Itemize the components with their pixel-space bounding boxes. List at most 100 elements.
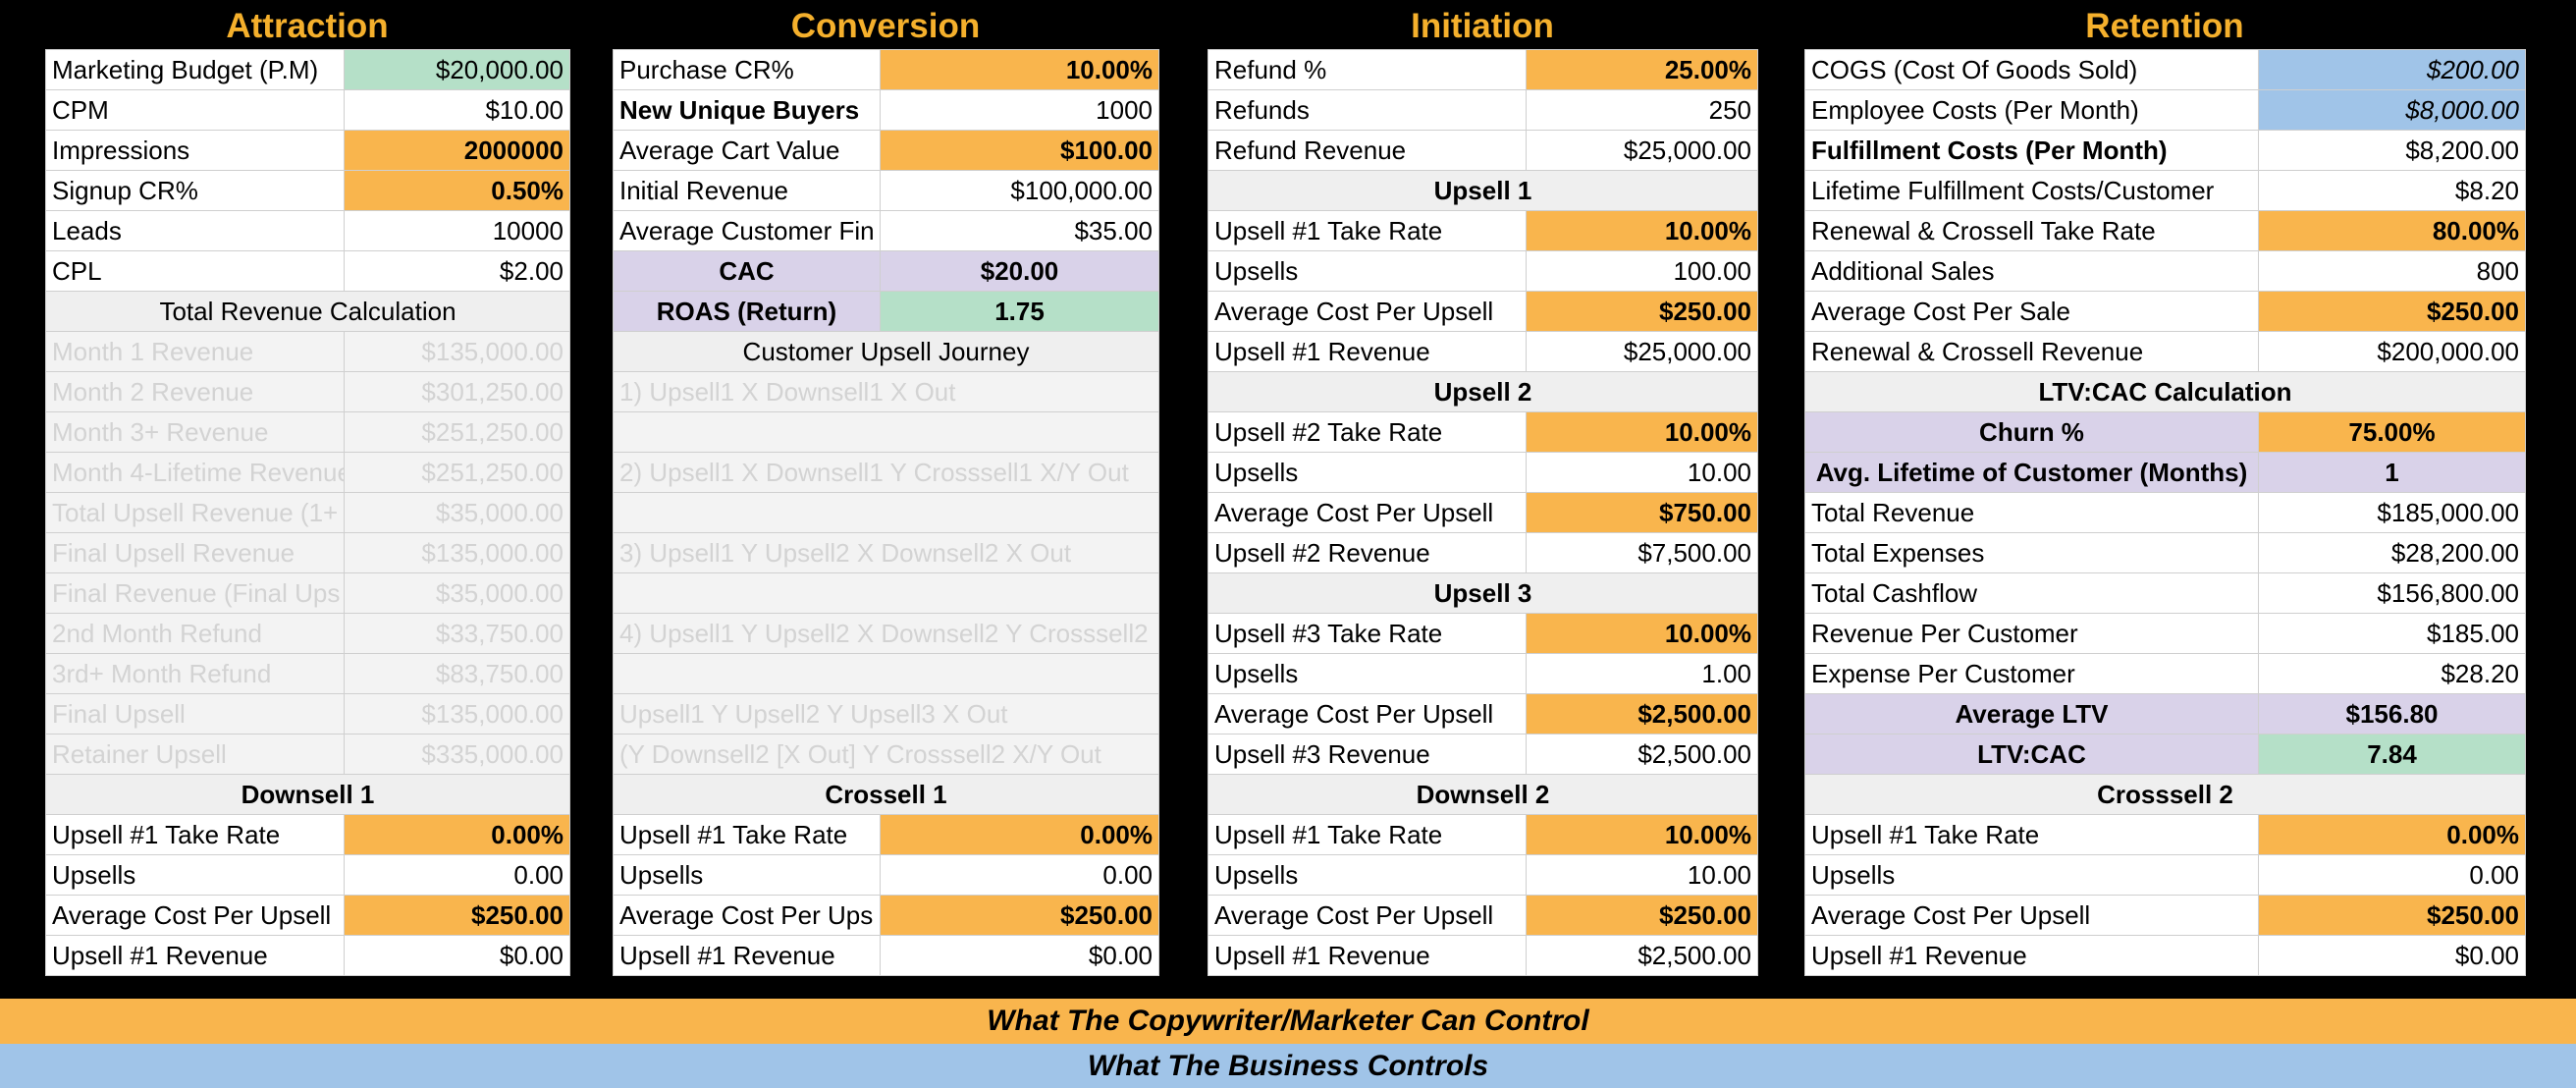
cell-value[interactable]: 10.00 bbox=[1526, 452, 1758, 493]
renewal-take-cell[interactable]: 80.00% bbox=[2258, 210, 2526, 251]
cell-label[interactable]: Average Cost Per Upsell bbox=[1804, 895, 2259, 936]
total-expenses-cell[interactable]: $28,200.00 bbox=[2258, 532, 2526, 573]
cell-label[interactable]: Month 4-Lifetime Revenue bbox=[45, 452, 345, 493]
cell-value[interactable]: $2,500.00 bbox=[1526, 734, 1758, 775]
cell-label[interactable]: Upsell #3 Take Rate bbox=[1208, 613, 1527, 654]
cell-value[interactable]: $250.00 bbox=[1526, 291, 1758, 332]
cell-value[interactable]: $301,250.00 bbox=[344, 371, 570, 412]
cell-label[interactable]: Average Cost Per Upsell bbox=[1208, 291, 1527, 332]
downsell1-header[interactable]: Downsell 1 bbox=[45, 774, 570, 815]
total-revenue-cell[interactable]: $185,000.00 bbox=[2258, 492, 2526, 533]
cell-label[interactable]: Leads bbox=[45, 210, 345, 251]
avg-ltv-cell[interactable]: $156.80 bbox=[2258, 693, 2526, 734]
cell-value[interactable]: 0.00% bbox=[2258, 814, 2526, 855]
cpl-cell[interactable]: $2.00 bbox=[344, 250, 570, 292]
purchase-cr-cell[interactable]: 10.00% bbox=[880, 49, 1159, 90]
cell-label[interactable]: CPL bbox=[45, 250, 345, 292]
cell-value[interactable]: $750.00 bbox=[1526, 492, 1758, 533]
cell-label[interactable]: Initial Revenue bbox=[613, 170, 881, 211]
cell-label[interactable]: Month 3+ Revenue bbox=[45, 411, 345, 453]
cell-label[interactable]: Final Revenue (Final Ups bbox=[45, 572, 345, 614]
upsell2-header[interactable]: Upsell 2 bbox=[1208, 371, 1758, 412]
signup-cr-cell[interactable]: 0.50% bbox=[344, 170, 570, 211]
cell-value[interactable]: $135,000.00 bbox=[344, 331, 570, 372]
cell-value[interactable]: $0.00 bbox=[2258, 935, 2526, 976]
cell-value[interactable]: 0.00 bbox=[2258, 854, 2526, 896]
cell-label[interactable]: Signup CR% bbox=[45, 170, 345, 211]
cell-label[interactable]: COGS (Cost Of Goods Sold) bbox=[1804, 49, 2259, 90]
crossell1-header[interactable]: Crossell 1 bbox=[613, 773, 1159, 815]
cell-label[interactable]: Upsells bbox=[1208, 452, 1527, 493]
cell-value[interactable]: $251,250.00 bbox=[344, 452, 570, 493]
journey-row[interactable] bbox=[613, 411, 1159, 453]
cell-label[interactable]: Retainer Upsell bbox=[45, 734, 345, 775]
cell-value[interactable]: $2,500.00 bbox=[1526, 693, 1758, 734]
cell-value[interactable]: 0.00% bbox=[344, 814, 570, 855]
cell-label[interactable]: Upsells bbox=[1208, 653, 1527, 694]
cell-label[interactable]: Total Cashflow bbox=[1804, 572, 2259, 614]
avg-customer-fin-cell[interactable]: $35.00 bbox=[880, 210, 1159, 251]
customer-journey-header[interactable]: Customer Upsell Journey bbox=[613, 331, 1159, 372]
cell-value[interactable]: 1.00 bbox=[1526, 653, 1758, 694]
cell-value[interactable]: $35,000.00 bbox=[344, 572, 570, 614]
cell-label[interactable]: Average Customer Fin bbox=[613, 210, 881, 251]
cell-label[interactable]: Upsells bbox=[613, 853, 881, 896]
cell-value[interactable]: 10.00% bbox=[1526, 210, 1758, 251]
journey-row[interactable] bbox=[613, 491, 1159, 533]
crosssell2-header[interactable]: Crosssell 2 bbox=[1804, 774, 2526, 815]
cell-label[interactable]: Upsells bbox=[1208, 854, 1527, 896]
legend-marketer-controls[interactable]: What The Copywriter/Marketer Can Control bbox=[0, 999, 2576, 1044]
cell-label[interactable]: Upsells bbox=[1208, 250, 1527, 292]
cell-value[interactable]: 10.00 bbox=[1526, 854, 1758, 896]
avg-lifetime-label[interactable]: Avg. Lifetime of Customer (Months) bbox=[1804, 452, 2259, 493]
cell-label[interactable]: Upsell #2 Revenue bbox=[1208, 532, 1527, 573]
cell-label[interactable]: Total Expenses bbox=[1804, 532, 2259, 573]
cell-label[interactable]: Upsell #1 Take Rate bbox=[1208, 210, 1527, 251]
cell-label[interactable]: Average Cost Per Sale bbox=[1804, 291, 2259, 332]
cell-label[interactable]: Upsell #3 Revenue bbox=[1208, 734, 1527, 775]
journey-row[interactable]: 1) Upsell1 X Downsell1 X Out bbox=[613, 371, 1159, 412]
cell-label[interactable]: Refund % bbox=[1208, 49, 1527, 90]
journey-row[interactable]: 3) Upsell1 Y Upsell2 X Downsell2 X Out bbox=[613, 531, 1159, 573]
journey-row[interactable]: Upsell1 Y Upsell2 Y Upsell3 X Out bbox=[613, 692, 1159, 734]
initial-revenue-cell[interactable]: $100,000.00 bbox=[880, 170, 1159, 211]
cell-label[interactable]: Upsell #2 Take Rate bbox=[1208, 411, 1527, 453]
cell-label[interactable]: Refund Revenue bbox=[1208, 130, 1527, 171]
cell-label[interactable]: Impressions bbox=[45, 130, 345, 171]
avg-ltv-label[interactable]: Average LTV bbox=[1804, 693, 2259, 734]
cell-label[interactable]: Final Upsell Revenue bbox=[45, 532, 345, 573]
cac-cell[interactable]: $20.00 bbox=[880, 250, 1159, 292]
cell-label[interactable]: Renewal & Crossell Revenue bbox=[1804, 331, 2259, 372]
cell-label[interactable]: Lifetime Fulfillment Costs/Customer bbox=[1804, 170, 2259, 211]
renewal-revenue-cell[interactable]: $200,000.00 bbox=[2258, 331, 2526, 372]
cell-label[interactable]: Average Cost Per Upsell bbox=[45, 895, 345, 936]
cell-value[interactable]: 0.00% bbox=[880, 813, 1159, 855]
cell-value[interactable]: $135,000.00 bbox=[344, 693, 570, 734]
ltv-cac-label[interactable]: LTV:CAC bbox=[1804, 734, 2259, 775]
cell-label[interactable]: Month 2 Revenue bbox=[45, 371, 345, 412]
cell-value[interactable]: $250.00 bbox=[2258, 895, 2526, 936]
cell-label[interactable]: Expense Per Customer bbox=[1804, 653, 2259, 694]
cell-label[interactable]: Final Upsell bbox=[45, 693, 345, 734]
ltv-cac-cell[interactable]: 7.84 bbox=[2258, 734, 2526, 775]
cell-label[interactable]: Average Cart Value bbox=[613, 130, 881, 171]
ltv-cac-header[interactable]: LTV:CAC Calculation bbox=[1804, 371, 2526, 412]
cogs-cell[interactable]: $200.00 bbox=[2258, 49, 2526, 90]
cell-value[interactable]: 10.00% bbox=[1526, 613, 1758, 654]
cell-label[interactable]: 2nd Month Refund bbox=[45, 613, 345, 654]
cell-label[interactable]: Upsells bbox=[45, 854, 345, 896]
upsell1-header[interactable]: Upsell 1 bbox=[1208, 170, 1758, 211]
churn-label[interactable]: Churn % bbox=[1804, 411, 2259, 453]
cell-value[interactable]: 10.00% bbox=[1526, 411, 1758, 453]
cell-value[interactable]: $0.00 bbox=[880, 934, 1159, 976]
cell-value[interactable]: $250.00 bbox=[1526, 895, 1758, 936]
journey-row[interactable]: 4) Upsell1 Y Upsell2 X Downsell2 Y Cross… bbox=[613, 612, 1159, 654]
additional-sales-cell[interactable]: 800 bbox=[2258, 250, 2526, 292]
cell-label[interactable]: Upsell #1 Revenue bbox=[613, 934, 881, 976]
avg-cost-sale-cell[interactable]: $250.00 bbox=[2258, 291, 2526, 332]
legend-business-controls[interactable]: What The Business Controls bbox=[0, 1044, 2576, 1088]
cell-value[interactable]: 100.00 bbox=[1526, 250, 1758, 292]
roas-cell[interactable]: 1.75 bbox=[880, 291, 1159, 332]
cell-value[interactable]: $2,500.00 bbox=[1526, 935, 1758, 976]
leads-cell[interactable]: 10000 bbox=[344, 210, 570, 251]
